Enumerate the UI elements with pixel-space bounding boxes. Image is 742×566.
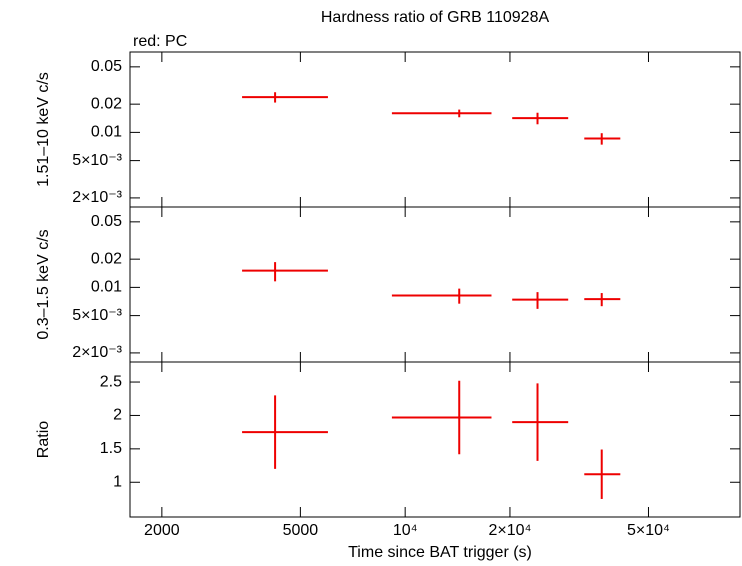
y-tick-label: 0.05	[91, 213, 122, 230]
y-axis-label: 1.51–10 keV c/s	[35, 72, 52, 187]
y-tick-label: 2	[113, 407, 122, 424]
y-tick-label: 0.02	[91, 250, 122, 267]
annotation: red: PC	[133, 33, 187, 50]
chart-title: Hardness ratio of GRB 110928A	[321, 9, 550, 26]
y-tick-label: 1	[113, 473, 122, 490]
y-axis-label: 0.3–1.5 keV c/s	[35, 229, 52, 339]
y-tick-label: 5×10⁻³	[72, 152, 122, 169]
x-tick-label: 2000	[144, 522, 180, 539]
y-tick-label: 0.02	[91, 95, 122, 112]
y-tick-label: 1.5	[100, 440, 122, 457]
x-tick-label: 5×10⁴	[627, 522, 670, 539]
x-axis-label: Time since BAT trigger (s)	[348, 544, 532, 561]
x-tick-label: 2×10⁴	[488, 522, 531, 539]
y-tick-label: 2.5	[100, 373, 122, 390]
y-tick-label: 0.01	[91, 124, 122, 141]
y-tick-label: 5×10⁻³	[72, 307, 122, 324]
plot-frame	[129, 51, 741, 208]
x-tick-label: 10⁴	[393, 522, 418, 539]
y-tick-label: 2×10⁻³	[72, 189, 122, 206]
y-tick-label: 0.01	[91, 279, 122, 296]
x-tick-label: 5000	[283, 522, 319, 539]
y-tick-label: 0.05	[91, 58, 122, 75]
y-tick-label: 2×10⁻³	[72, 344, 122, 361]
plot-frame	[129, 361, 741, 518]
plot-frame	[129, 206, 741, 363]
y-axis-label: Ratio	[35, 421, 52, 458]
